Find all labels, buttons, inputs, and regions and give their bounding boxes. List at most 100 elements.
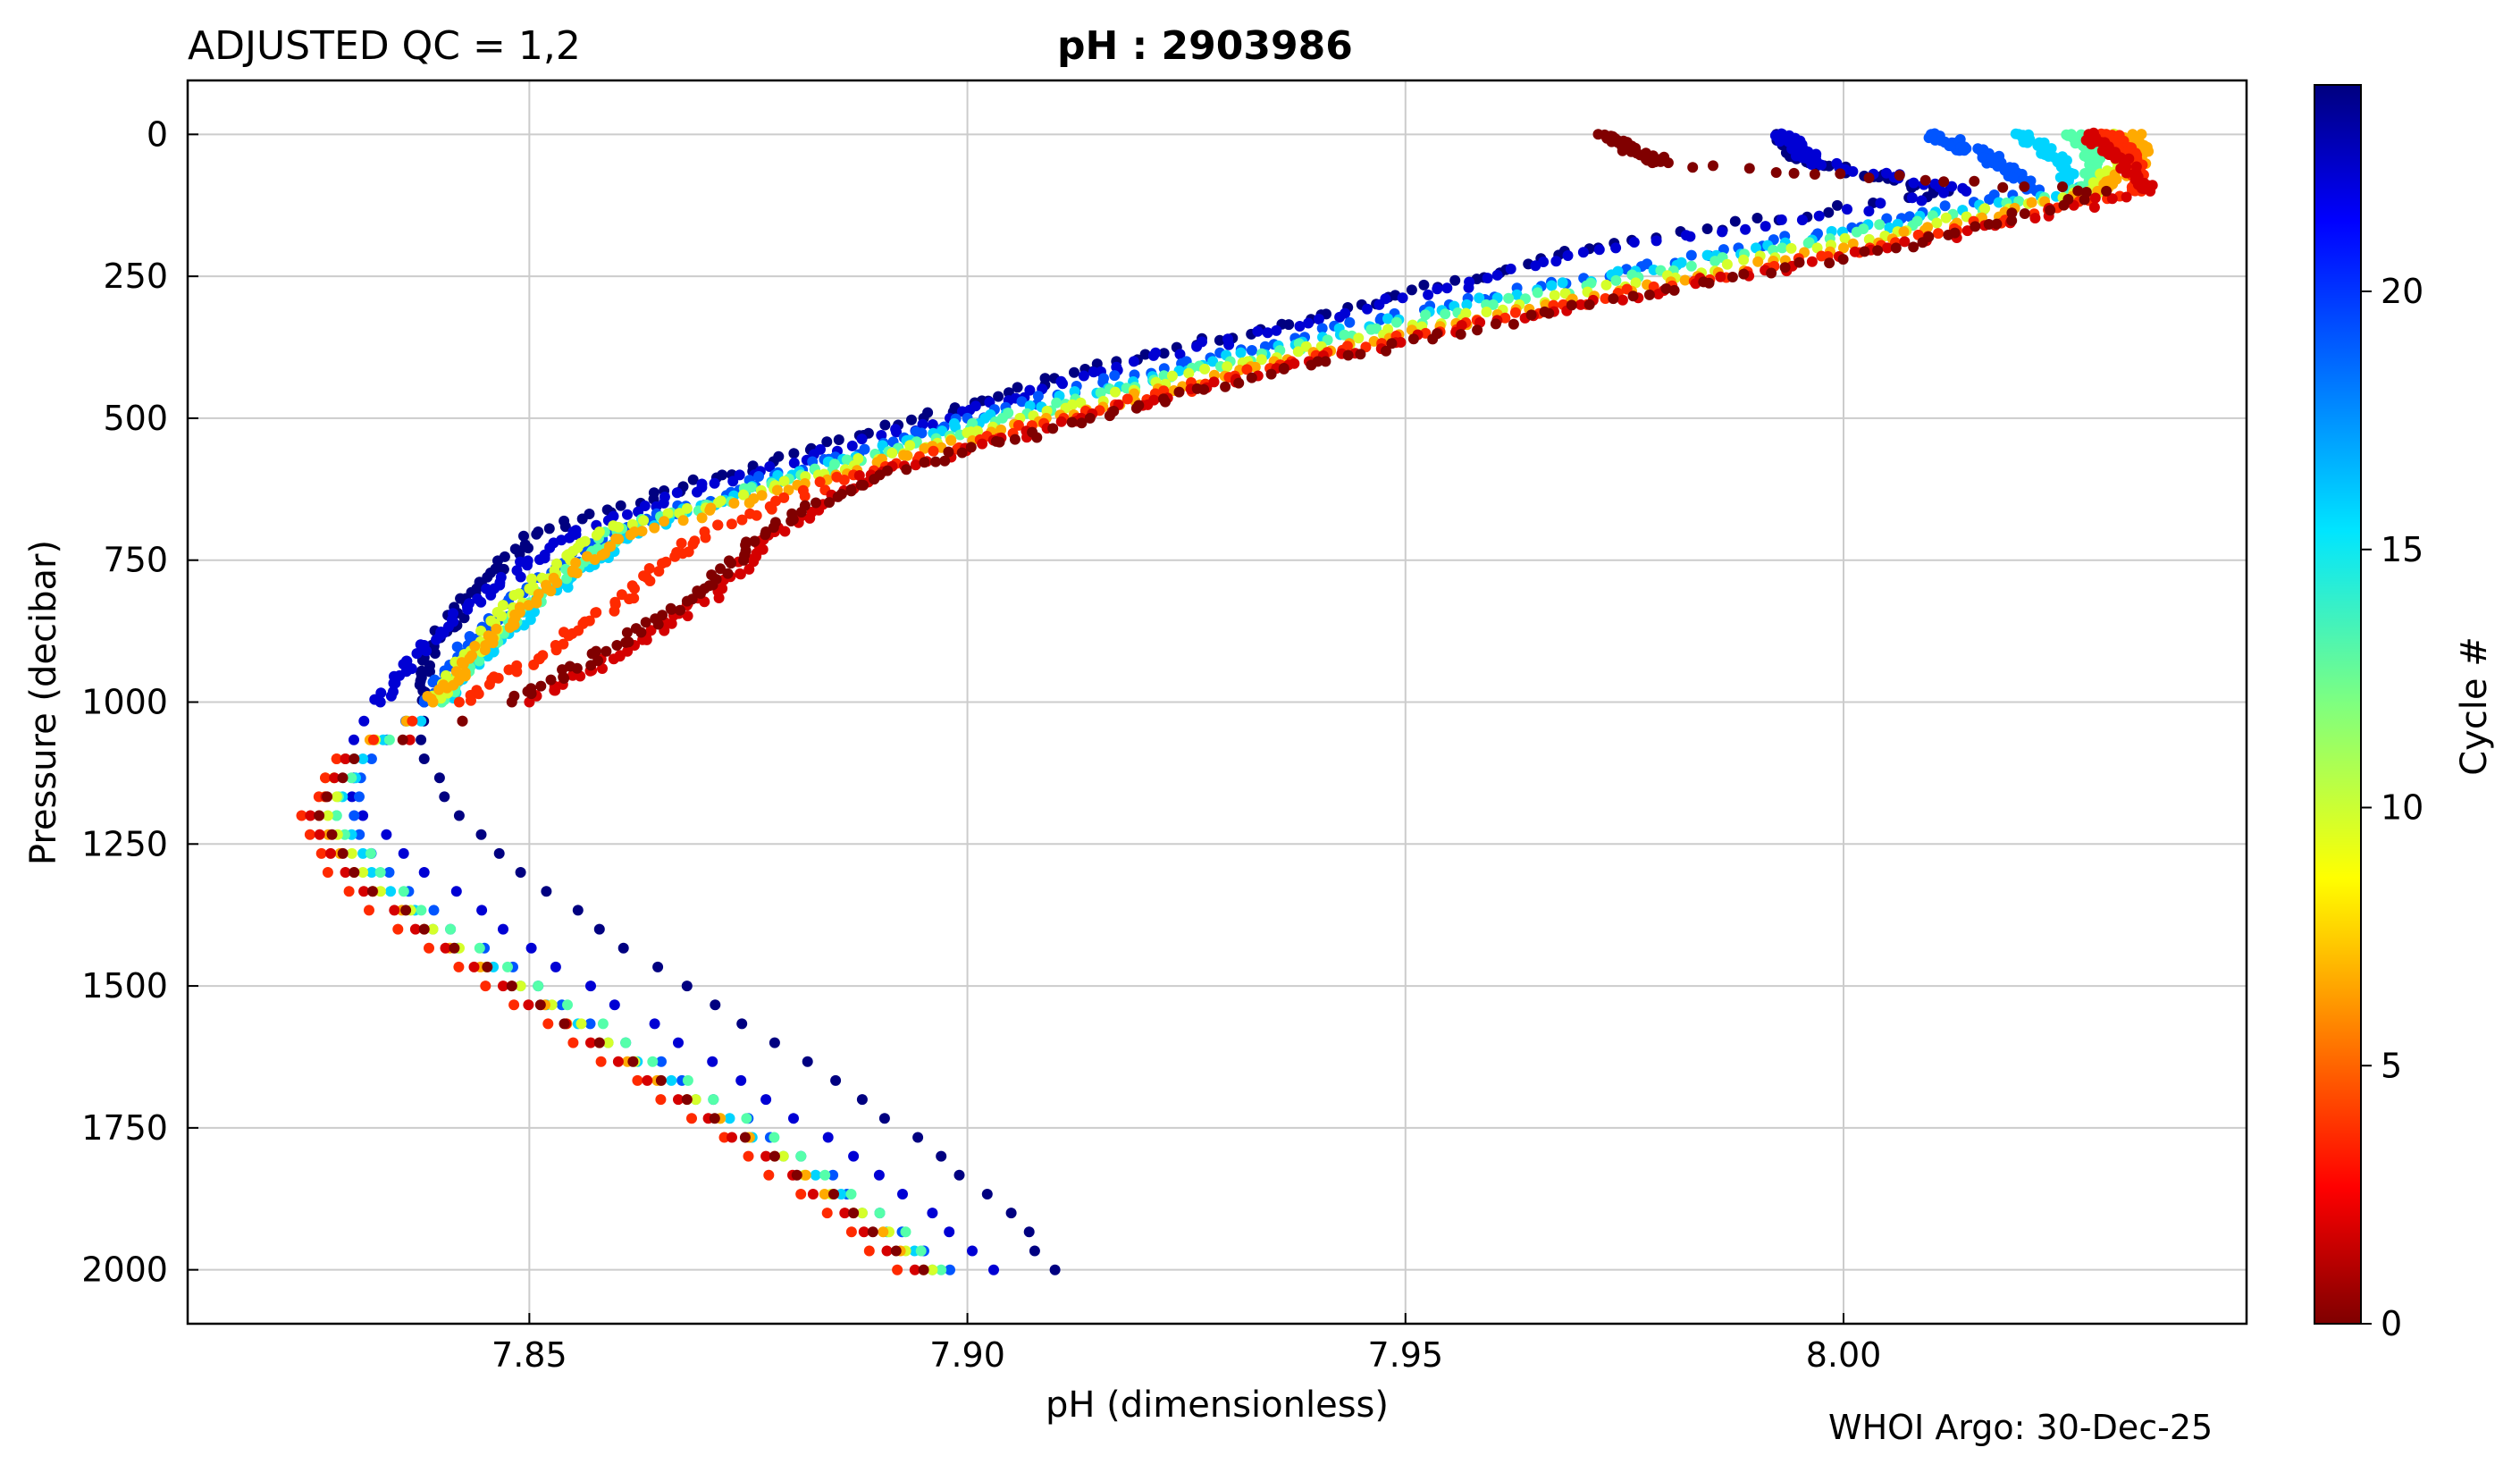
- data-point: [1246, 372, 1257, 383]
- data-point: [1235, 347, 1247, 358]
- data-point: [1718, 244, 1729, 256]
- data-point: [1851, 226, 1862, 238]
- data-point: [524, 696, 535, 708]
- data-point: [652, 619, 664, 630]
- data-point: [620, 636, 632, 648]
- data-point: [821, 1208, 833, 1219]
- data-point: [1788, 167, 1800, 179]
- data-point: [1207, 356, 1219, 367]
- data-point: [953, 1169, 965, 1181]
- data-point: [768, 522, 779, 534]
- data-point: [609, 999, 620, 1011]
- data-point: [749, 535, 760, 547]
- data-point: [939, 455, 951, 467]
- data-point: [428, 905, 440, 916]
- data-point: [1532, 287, 1543, 299]
- data-point: [917, 418, 928, 430]
- data-point: [433, 772, 445, 784]
- data-point: [474, 942, 485, 954]
- data-point: [1842, 204, 1852, 215]
- x-axis: 7.85 7.90 7.95 8.00: [491, 1313, 1881, 1375]
- data-point: [1084, 412, 1096, 424]
- data-point: [1557, 277, 1568, 289]
- data-point: [559, 1018, 570, 1030]
- data-point: [314, 810, 325, 821]
- data-point: [625, 529, 636, 541]
- data-point: [1530, 260, 1541, 272]
- x-tick-label: 8.00: [1806, 1335, 1882, 1375]
- y-axis: 0 250 500 750 1000 1250 1500 1750 2000: [81, 114, 198, 1290]
- data-point: [441, 682, 453, 694]
- data-point: [475, 625, 487, 636]
- data-point: [1908, 177, 1919, 189]
- data-point: [687, 474, 699, 485]
- data-point: [1802, 238, 1814, 248]
- data-point: [962, 427, 973, 439]
- grid: [188, 80, 2247, 1324]
- data-point: [977, 438, 988, 450]
- data-point: [545, 585, 557, 597]
- data-point: [1407, 333, 1419, 345]
- data-point: [1628, 237, 1640, 248]
- data-point: [400, 905, 412, 916]
- data-point: [1024, 384, 1036, 396]
- data-point: [1262, 327, 1273, 339]
- data-point: [1320, 356, 1331, 367]
- data-point: [531, 528, 542, 540]
- data-point: [696, 512, 708, 524]
- data-point: [1770, 167, 1782, 178]
- data-point: [1491, 269, 1503, 281]
- data-point: [1490, 318, 1501, 330]
- data-point: [804, 512, 816, 524]
- data-point: [383, 867, 395, 878]
- data-point: [550, 961, 561, 972]
- data-point: [564, 532, 575, 543]
- data-point: [1191, 341, 1203, 352]
- data-point: [357, 753, 369, 764]
- x-tick-label: 7.85: [491, 1335, 567, 1375]
- data-point: [1449, 274, 1461, 286]
- data-point: [627, 1056, 639, 1067]
- data-point: [1342, 349, 1354, 361]
- data-point: [778, 492, 790, 503]
- data-point: [629, 583, 640, 594]
- y-tick-label: 1000: [81, 683, 168, 722]
- data-point: [1166, 370, 1178, 382]
- data-point: [965, 442, 977, 453]
- data-point: [591, 607, 602, 619]
- data-point: [1432, 283, 1443, 295]
- data-point: [1344, 316, 1356, 328]
- y-tick-label: 1750: [81, 1108, 168, 1148]
- data-point: [686, 1113, 697, 1124]
- data-point: [558, 671, 569, 683]
- data-point: [1382, 313, 1393, 324]
- data-point: [788, 448, 800, 459]
- data-point: [340, 867, 351, 878]
- data-point: [1738, 268, 1750, 280]
- data-point: [1884, 222, 1895, 233]
- data-point: [919, 442, 930, 454]
- data-point: [575, 1018, 587, 1030]
- data-point: [1890, 242, 1902, 254]
- data-point: [699, 596, 710, 608]
- data-point: [1049, 1264, 1061, 1275]
- data-point: [453, 961, 465, 972]
- data-point: [1908, 241, 1919, 253]
- data-point: [769, 1132, 780, 1143]
- data-point: [727, 1132, 737, 1143]
- data-point: [567, 1037, 579, 1048]
- data-point: [890, 1245, 902, 1257]
- data-point: [2079, 194, 2090, 206]
- data-point: [429, 648, 441, 659]
- data-point: [919, 457, 930, 468]
- data-point: [937, 425, 948, 437]
- data-point: [681, 981, 693, 992]
- data-point: [1709, 256, 1721, 267]
- data-point: [735, 1074, 747, 1086]
- data-point: [1984, 194, 1995, 206]
- data-point: [498, 563, 509, 575]
- data-point: [508, 999, 520, 1011]
- data-point: [440, 942, 451, 954]
- data-point: [1246, 345, 1257, 356]
- data-point: [385, 690, 397, 702]
